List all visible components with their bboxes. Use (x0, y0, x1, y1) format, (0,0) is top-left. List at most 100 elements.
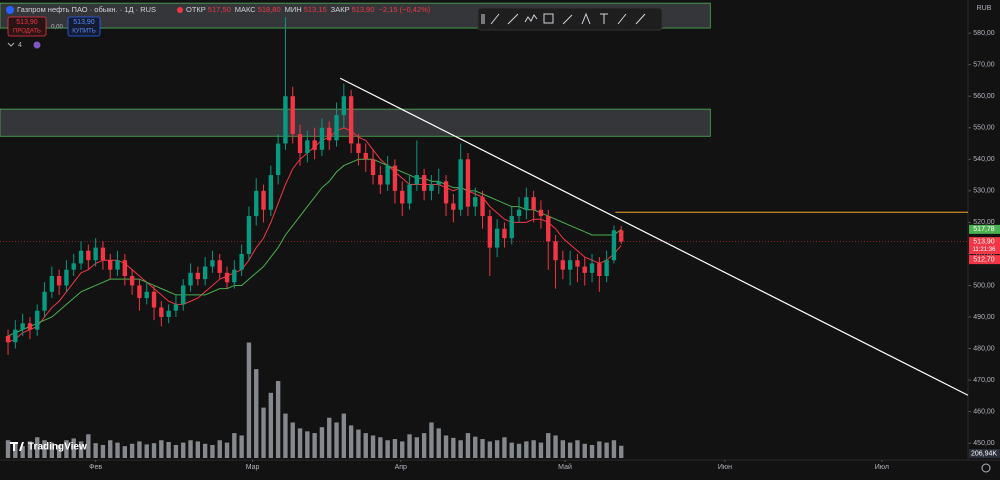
currency: RUB (977, 5, 992, 12)
ma-slow-label-box (969, 224, 1000, 234)
volume-bar (42, 440, 47, 458)
candle-body (451, 203, 456, 210)
y-tick-label: 460,00 (973, 408, 995, 415)
volume-bar (370, 435, 376, 458)
tool-text[interactable] (600, 13, 608, 24)
candle-body (494, 228, 500, 248)
volume-bar (553, 435, 558, 458)
volume-bar (35, 437, 40, 458)
y-tick-label: 560,00 (973, 93, 995, 100)
y-tick-label: 580,00 (973, 30, 995, 37)
candle-body (582, 266, 587, 273)
volume-bar (93, 443, 98, 458)
ohlc-name: МАКС (235, 5, 257, 14)
volume-bar (582, 443, 587, 458)
tool-line[interactable] (635, 13, 646, 25)
candle-body (348, 96, 354, 144)
candle-body (480, 197, 485, 217)
volume-bar (597, 441, 602, 458)
volume-bar (151, 443, 157, 458)
candle-body (553, 241, 558, 261)
candle-body (538, 209, 544, 217)
candle-body (516, 209, 522, 217)
logo-text: TradingView (28, 442, 87, 453)
volume-bar (407, 434, 412, 458)
volume-bar (502, 437, 507, 458)
symbol-icon (6, 6, 14, 14)
volume-bar (49, 442, 55, 458)
volume-bar (27, 441, 33, 458)
candle-body (78, 250, 84, 264)
volume-bar (181, 442, 186, 458)
volume-bar (78, 441, 84, 458)
tool-rect[interactable] (543, 13, 554, 24)
candle-body (421, 175, 427, 191)
candle-body (115, 260, 120, 270)
logo: TradingView (10, 442, 87, 453)
candle-body (436, 181, 441, 185)
volume-bar (71, 438, 76, 458)
y-tick-label: 550,00 (973, 125, 995, 132)
x-tick-label: Апр (395, 464, 407, 471)
candle-body (246, 216, 252, 254)
candle-body (210, 260, 215, 267)
candle-body (619, 230, 624, 242)
ohlc-value: 513,90 (352, 5, 375, 14)
volume-bar (210, 444, 215, 458)
volume-bar (575, 440, 580, 458)
volume-bar (239, 435, 244, 458)
sell-button[interactable] (7, 16, 47, 37)
candle-body (611, 230, 617, 261)
candle-body (575, 260, 580, 267)
settings-icon[interactable] (981, 463, 991, 473)
candle-body (297, 134, 303, 153)
volume-bar (202, 443, 208, 458)
candle-body (275, 143, 281, 176)
sell-price: 513,90 (16, 19, 38, 26)
volume-bar (473, 436, 478, 458)
volume-bar (195, 441, 201, 458)
tool-measure[interactable] (617, 13, 627, 25)
buy-button[interactable] (67, 16, 101, 37)
volume-bar (144, 444, 149, 458)
tool-path[interactable] (524, 14, 538, 23)
candle-body (356, 143, 361, 153)
tool-ray[interactable] (507, 13, 519, 25)
y-tick-label: 570,00 (973, 62, 995, 69)
candle-body (589, 263, 595, 273)
volume-bar (421, 433, 427, 458)
volume-bar (122, 446, 128, 458)
volume-bar (86, 434, 91, 458)
volume-bar (619, 445, 624, 458)
candle-body (42, 291, 47, 311)
candle-body (458, 159, 463, 210)
candle-body (56, 275, 62, 286)
tool-fib[interactable] (581, 12, 591, 25)
volume-bar (516, 443, 522, 458)
volume-bar (327, 417, 332, 458)
candle-body (224, 272, 230, 283)
candle-body (531, 197, 536, 210)
candle-body (159, 307, 164, 318)
volume-bar (538, 442, 544, 458)
volume-bar (297, 428, 303, 458)
drawing-toolbar (477, 7, 663, 31)
volume-bar (217, 440, 222, 458)
candle-body (27, 323, 33, 330)
candle-body (64, 269, 69, 286)
toolbar (477, 7, 663, 31)
volume-bar (137, 441, 142, 458)
volume-label-box (969, 449, 1000, 458)
tool-trend[interactable] (490, 13, 500, 25)
ohlc-value: 518,80 (258, 5, 281, 14)
candle-body (290, 96, 295, 135)
y-tick-label: 480,00 (973, 345, 995, 352)
tool-brush[interactable] (562, 14, 573, 25)
candle-body (312, 140, 317, 150)
collapse-icon[interactable] (7, 42, 15, 47)
candle-body (35, 310, 40, 330)
candle-body (93, 247, 98, 261)
